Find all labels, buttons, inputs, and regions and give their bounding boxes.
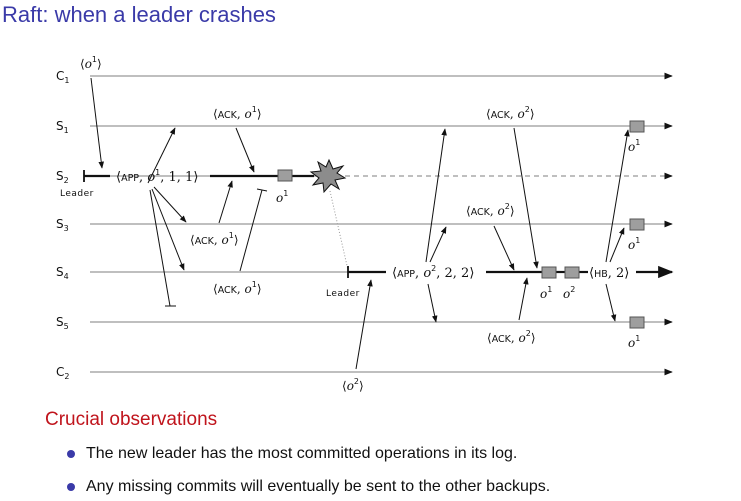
arrow-app1-to-s4 [151,188,185,271]
log-label-s1-o1: o1 [628,138,640,154]
slide-title: Raft: when a leader crashes [2,2,276,27]
arrow-hb-to-s5 [605,283,617,322]
arrow-app1-to-s1 [147,127,176,184]
observations-heading: Crucial observations [45,409,218,430]
log-box-s2-o1 [277,169,293,182]
arrow-app2-to-s5 [427,283,438,323]
msg-hb: ⟨HB, 2⟩ [589,266,629,281]
msg-ack-s1-o1: ⟨ACK, o1⟩ [213,105,262,121]
arrow-app2-to-s1 [425,128,447,263]
lost-tick-2 [256,188,268,192]
log-box-s3-o1 [629,218,645,231]
s2-leader-label: Leader [60,189,94,199]
log-label-s5-o1: o1 [628,334,640,350]
arrow-c2-to-s4 [355,279,373,370]
label-c2: C2 [56,365,69,381]
label-s1: S1 [56,119,69,135]
arrow-app1-to-s5-lost [149,189,171,307]
arrow-ack-s3-to-s4 [493,225,515,271]
dotted-crash-to-new-leader [329,190,349,271]
label-s3: S3 [56,217,69,233]
arrow-hb-to-s1 [605,129,630,263]
msg-ack-s5-o2: ⟨ACK, o2⟩ [487,329,536,345]
msg-ack-s1-o2: ⟨ACK, o2⟩ [486,105,535,121]
label-s5: S5 [56,315,69,331]
log-box-s1-o1 [629,120,645,133]
arrow-ack-s1-to-s2 [235,127,255,173]
log-box-s4-o2 [564,266,580,279]
bullet-dot-icon [67,483,75,491]
observation-text-2: Any missing commits will eventually be s… [86,478,551,495]
arrow-hb-to-s3 [609,227,625,263]
label-c1: C1 [56,69,69,85]
msg-app-2: ⟨APP, o2, 2, 2⟩ [392,264,474,281]
arrow-app1-to-s3 [153,186,187,223]
arrow-ack-s5-to-s4 [518,277,529,321]
s4-leader-label: Leader [326,289,360,299]
arrow-ack-s3-to-s2 [218,180,233,224]
msg-c2-op2: ⟨o2⟩ [342,377,364,393]
log-box-s5-o1 [629,316,645,329]
arrow-app2-to-s3 [429,226,447,263]
log-label-s2-o1: o1 [276,189,288,205]
raft-diagram: C1 S1 S2 S3 S4 S5 C2 Leader ⟨o1⟩ ⟨APP, o… [56,55,674,393]
label-s2: S2 [56,169,69,185]
observation-text-1: The new leader has the most committed op… [86,445,518,462]
arrow-c1-to-s2 [90,77,105,169]
arrow-ack-s4-to-s2-lost [239,189,263,272]
log-label-s3-o1: o1 [628,236,640,252]
log-box-s4-o1 [541,266,557,279]
msg-ack-s4-o1: ⟨ACK, o1⟩ [213,280,262,296]
crash-star-icon [309,158,347,194]
log-label-s4-o1: o1 [540,285,552,301]
msg-app-1: ⟨APP, o1, 1, 1⟩ [116,168,198,185]
bullet-dot-icon [67,450,75,458]
arrow-ack-s1-to-s4 [513,127,539,269]
msg-ack-s3-o2: ⟨ACK, o2⟩ [466,202,515,218]
log-label-s4-o2: o2 [563,285,575,301]
msg-ack-s3-o1: ⟨ACK, o1⟩ [190,231,239,247]
label-s4: S4 [56,265,69,281]
msg-c1-op1: ⟨o1⟩ [80,55,102,71]
